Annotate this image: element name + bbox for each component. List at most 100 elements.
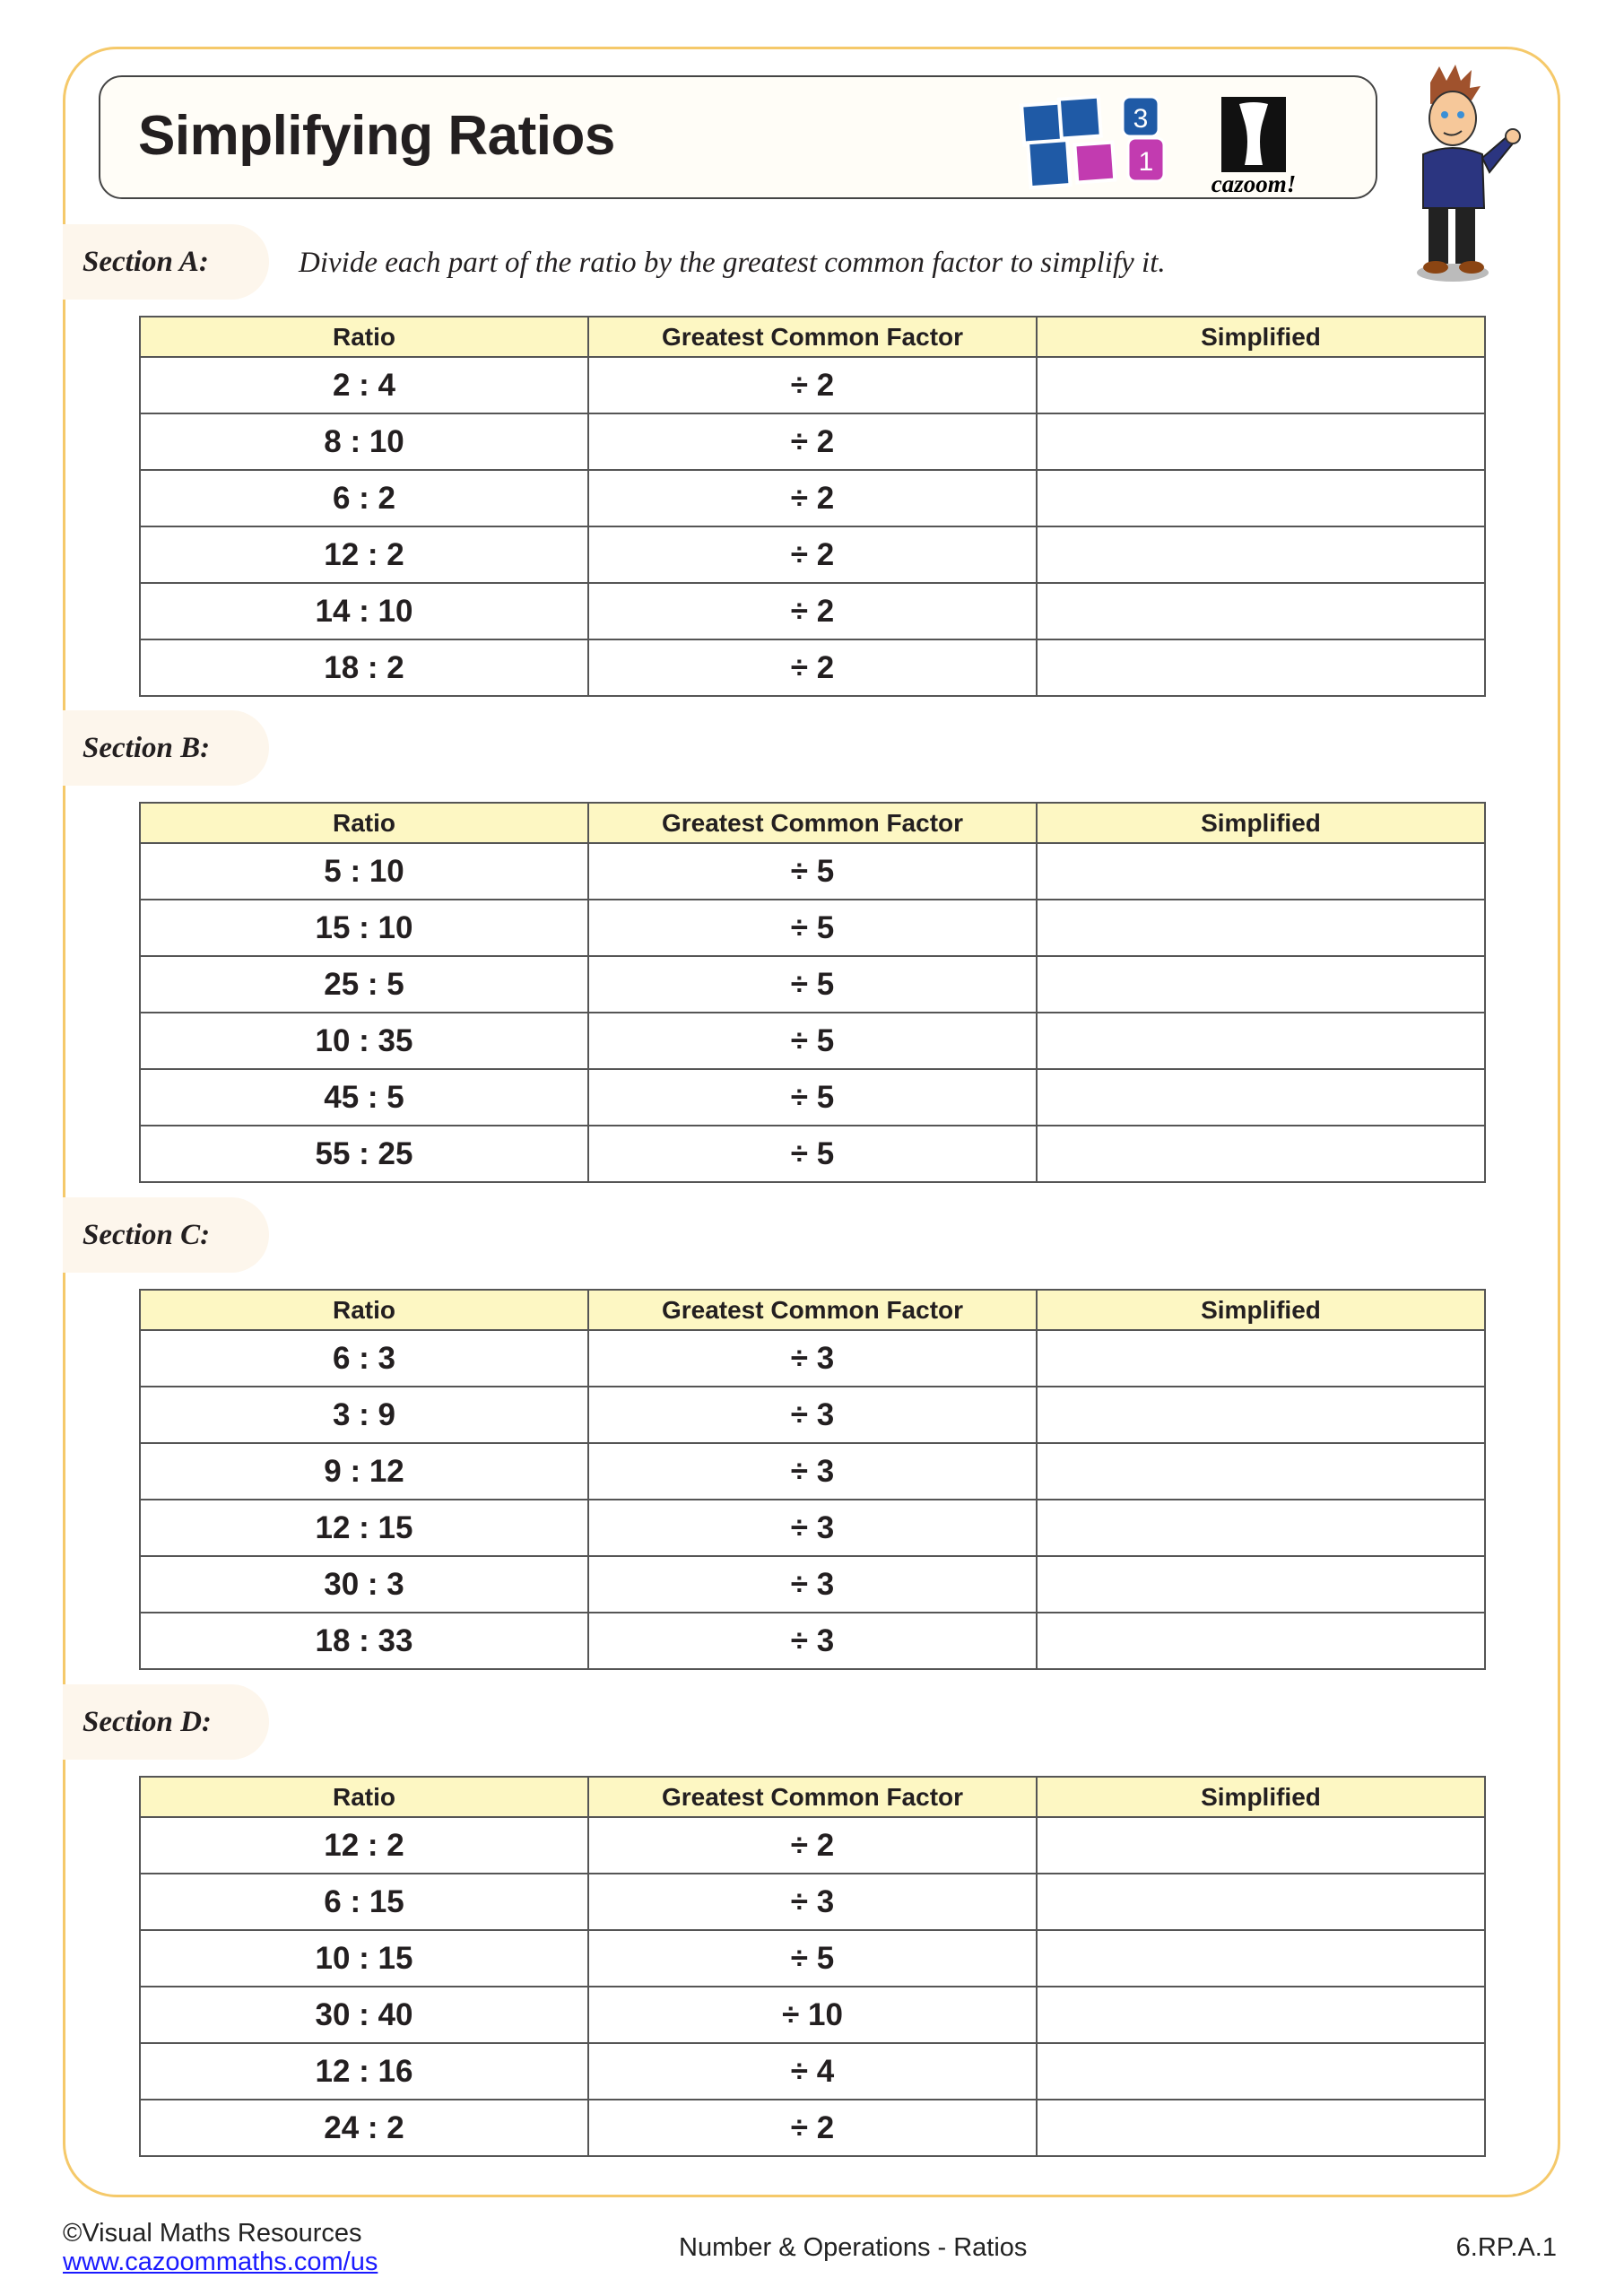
- table-row: 45 : 5 ÷ 5: [139, 1068, 1486, 1126]
- ratio-cell: 15 : 10: [139, 899, 589, 957]
- table-header-row: Ratio Greatest Common Factor Simplified: [139, 316, 1486, 358]
- ratio-cell: 2 : 4: [139, 356, 589, 414]
- table-row: 2 : 4 ÷ 2: [139, 356, 1486, 414]
- ratio-cell: 30 : 40: [139, 1986, 589, 2044]
- section-label-pill: [63, 224, 269, 300]
- ratio-cell: 12 : 2: [139, 1816, 589, 1874]
- ratio-cell: 9 : 12: [139, 1442, 589, 1500]
- section-label: Section D:: [83, 1706, 212, 1738]
- svg-text:1: 1: [1139, 147, 1154, 177]
- table-row: 6 : 15 ÷ 3: [139, 1873, 1486, 1931]
- simplified-answer-cell[interactable]: [1036, 1929, 1486, 1987]
- simplified-answer-cell[interactable]: [1036, 1386, 1486, 1444]
- simplified-answer-cell[interactable]: [1036, 1068, 1486, 1126]
- table-row: 10 : 15 ÷ 5: [139, 1929, 1486, 1987]
- column-header: Ratio: [139, 1289, 589, 1331]
- column-header: Ratio: [139, 316, 589, 358]
- simplified-answer-cell[interactable]: [1036, 2042, 1486, 2100]
- ratio-cell: 55 : 25: [139, 1125, 589, 1183]
- ratio-cell: 18 : 33: [139, 1612, 589, 1670]
- simplified-answer-cell[interactable]: [1036, 526, 1486, 584]
- table-row: 12 : 16 ÷ 4: [139, 2042, 1486, 2100]
- gcf-cell: ÷ 2: [587, 469, 1038, 527]
- table-row: 14 : 10 ÷ 2: [139, 582, 1486, 640]
- simplified-answer-cell[interactable]: [1036, 1816, 1486, 1874]
- simplified-answer-cell[interactable]: [1036, 469, 1486, 527]
- simplified-answer-cell[interactable]: [1036, 1012, 1486, 1070]
- column-header: Greatest Common Factor: [587, 1776, 1038, 1818]
- simplified-answer-cell[interactable]: [1036, 1329, 1486, 1387]
- column-header: Ratio: [139, 1776, 589, 1818]
- ratio-table: Ratio Greatest Common Factor Simplified 6 :…: [139, 1289, 1486, 1670]
- section-label: Section A:: [83, 246, 209, 278]
- ratio-cell: 12 : 2: [139, 526, 589, 584]
- section-label-pill: [63, 1197, 269, 1273]
- simplified-answer-cell[interactable]: [1036, 1499, 1486, 1557]
- simplified-answer-cell[interactable]: [1036, 1125, 1486, 1183]
- table-row: 10 : 35 ÷ 5: [139, 1012, 1486, 1070]
- simplified-answer-cell[interactable]: [1036, 1986, 1486, 2044]
- table-row: 9 : 12 ÷ 3: [139, 1442, 1486, 1500]
- simplified-answer-cell[interactable]: [1036, 413, 1486, 471]
- column-header: Simplified: [1036, 1776, 1486, 1818]
- ratio-cell: 6 : 2: [139, 469, 589, 527]
- table-row: 55 : 25 ÷ 5: [139, 1125, 1486, 1183]
- column-header: Simplified: [1036, 316, 1486, 358]
- gcf-cell: ÷ 2: [587, 526, 1038, 584]
- ratio-cell: 12 : 16: [139, 2042, 589, 2100]
- table-header-row: Ratio Greatest Common Factor Simplified: [139, 1776, 1486, 1818]
- simplified-answer-cell[interactable]: [1036, 1442, 1486, 1500]
- ratio-cell: 30 : 3: [139, 1555, 589, 1613]
- table-row: 3 : 9 ÷ 3: [139, 1386, 1486, 1444]
- gcf-cell: ÷ 3: [587, 1873, 1038, 1931]
- gcf-cell: ÷ 5: [587, 1012, 1038, 1070]
- gcf-cell: ÷ 2: [587, 413, 1038, 471]
- simplified-answer-cell[interactable]: [1036, 899, 1486, 957]
- simplified-answer-cell[interactable]: [1036, 639, 1486, 697]
- table-row: 25 : 5 ÷ 5: [139, 955, 1486, 1013]
- gcf-cell: ÷ 5: [587, 955, 1038, 1013]
- gcf-cell: ÷ 4: [587, 2042, 1038, 2100]
- gcf-cell: ÷ 2: [587, 1816, 1038, 1874]
- gcf-cell: ÷ 5: [587, 899, 1038, 957]
- website-link[interactable]: www.cazoommaths.com/us: [63, 2248, 378, 2276]
- column-header: Ratio: [139, 802, 589, 844]
- ratio-cell: 8 : 10: [139, 413, 589, 471]
- copyright-text: ©Visual Maths Resources: [63, 2219, 362, 2248]
- gcf-cell: ÷ 5: [587, 1125, 1038, 1183]
- table-row: 6 : 3 ÷ 3: [139, 1329, 1486, 1387]
- topic-text: Number & Operations - Ratios: [679, 2233, 1028, 2262]
- table-row: 12 : 15 ÷ 3: [139, 1499, 1486, 1557]
- gcf-cell: ÷ 3: [587, 1386, 1038, 1444]
- table-row: 6 : 2 ÷ 2: [139, 469, 1486, 527]
- simplified-answer-cell[interactable]: [1036, 955, 1486, 1013]
- simplified-answer-cell[interactable]: [1036, 582, 1486, 640]
- ratio-cell: 14 : 10: [139, 582, 589, 640]
- simplified-answer-cell[interactable]: [1036, 1612, 1486, 1670]
- table-row: 12 : 2 ÷ 2: [139, 526, 1486, 584]
- ratio-cell: 24 : 2: [139, 2099, 589, 2157]
- ratio-cell: 3 : 9: [139, 1386, 589, 1444]
- ratio-cell: 6 : 3: [139, 1329, 589, 1387]
- column-header: Simplified: [1036, 1289, 1486, 1331]
- simplified-answer-cell[interactable]: [1036, 1555, 1486, 1613]
- gcf-cell: ÷ 3: [587, 1612, 1038, 1670]
- gcf-cell: ÷ 2: [587, 2099, 1038, 2157]
- gcf-cell: ÷ 2: [587, 582, 1038, 640]
- table-header-row: Ratio Greatest Common Factor Simplified: [139, 1289, 1486, 1331]
- table-row: 12 : 2 ÷ 2: [139, 1816, 1486, 1874]
- svg-text:cazoom!: cazoom!: [1211, 170, 1297, 194]
- simplified-answer-cell[interactable]: [1036, 842, 1486, 900]
- ratio-table: Ratio Greatest Common Factor Simplified 12 …: [139, 1776, 1486, 2157]
- table-row: 18 : 2 ÷ 2: [139, 639, 1486, 697]
- page-title: Simplifying Ratios: [138, 105, 615, 167]
- table-row: 24 : 2 ÷ 2: [139, 2099, 1486, 2157]
- simplified-answer-cell[interactable]: [1036, 2099, 1486, 2157]
- ratio-cell: 45 : 5: [139, 1068, 589, 1126]
- page-frame: [63, 47, 1560, 2197]
- table-row: 15 : 10 ÷ 5: [139, 899, 1486, 957]
- simplified-answer-cell[interactable]: [1036, 1873, 1486, 1931]
- gcf-cell: ÷ 2: [587, 639, 1038, 697]
- simplified-answer-cell[interactable]: [1036, 356, 1486, 414]
- table-row: 18 : 33 ÷ 3: [139, 1612, 1486, 1670]
